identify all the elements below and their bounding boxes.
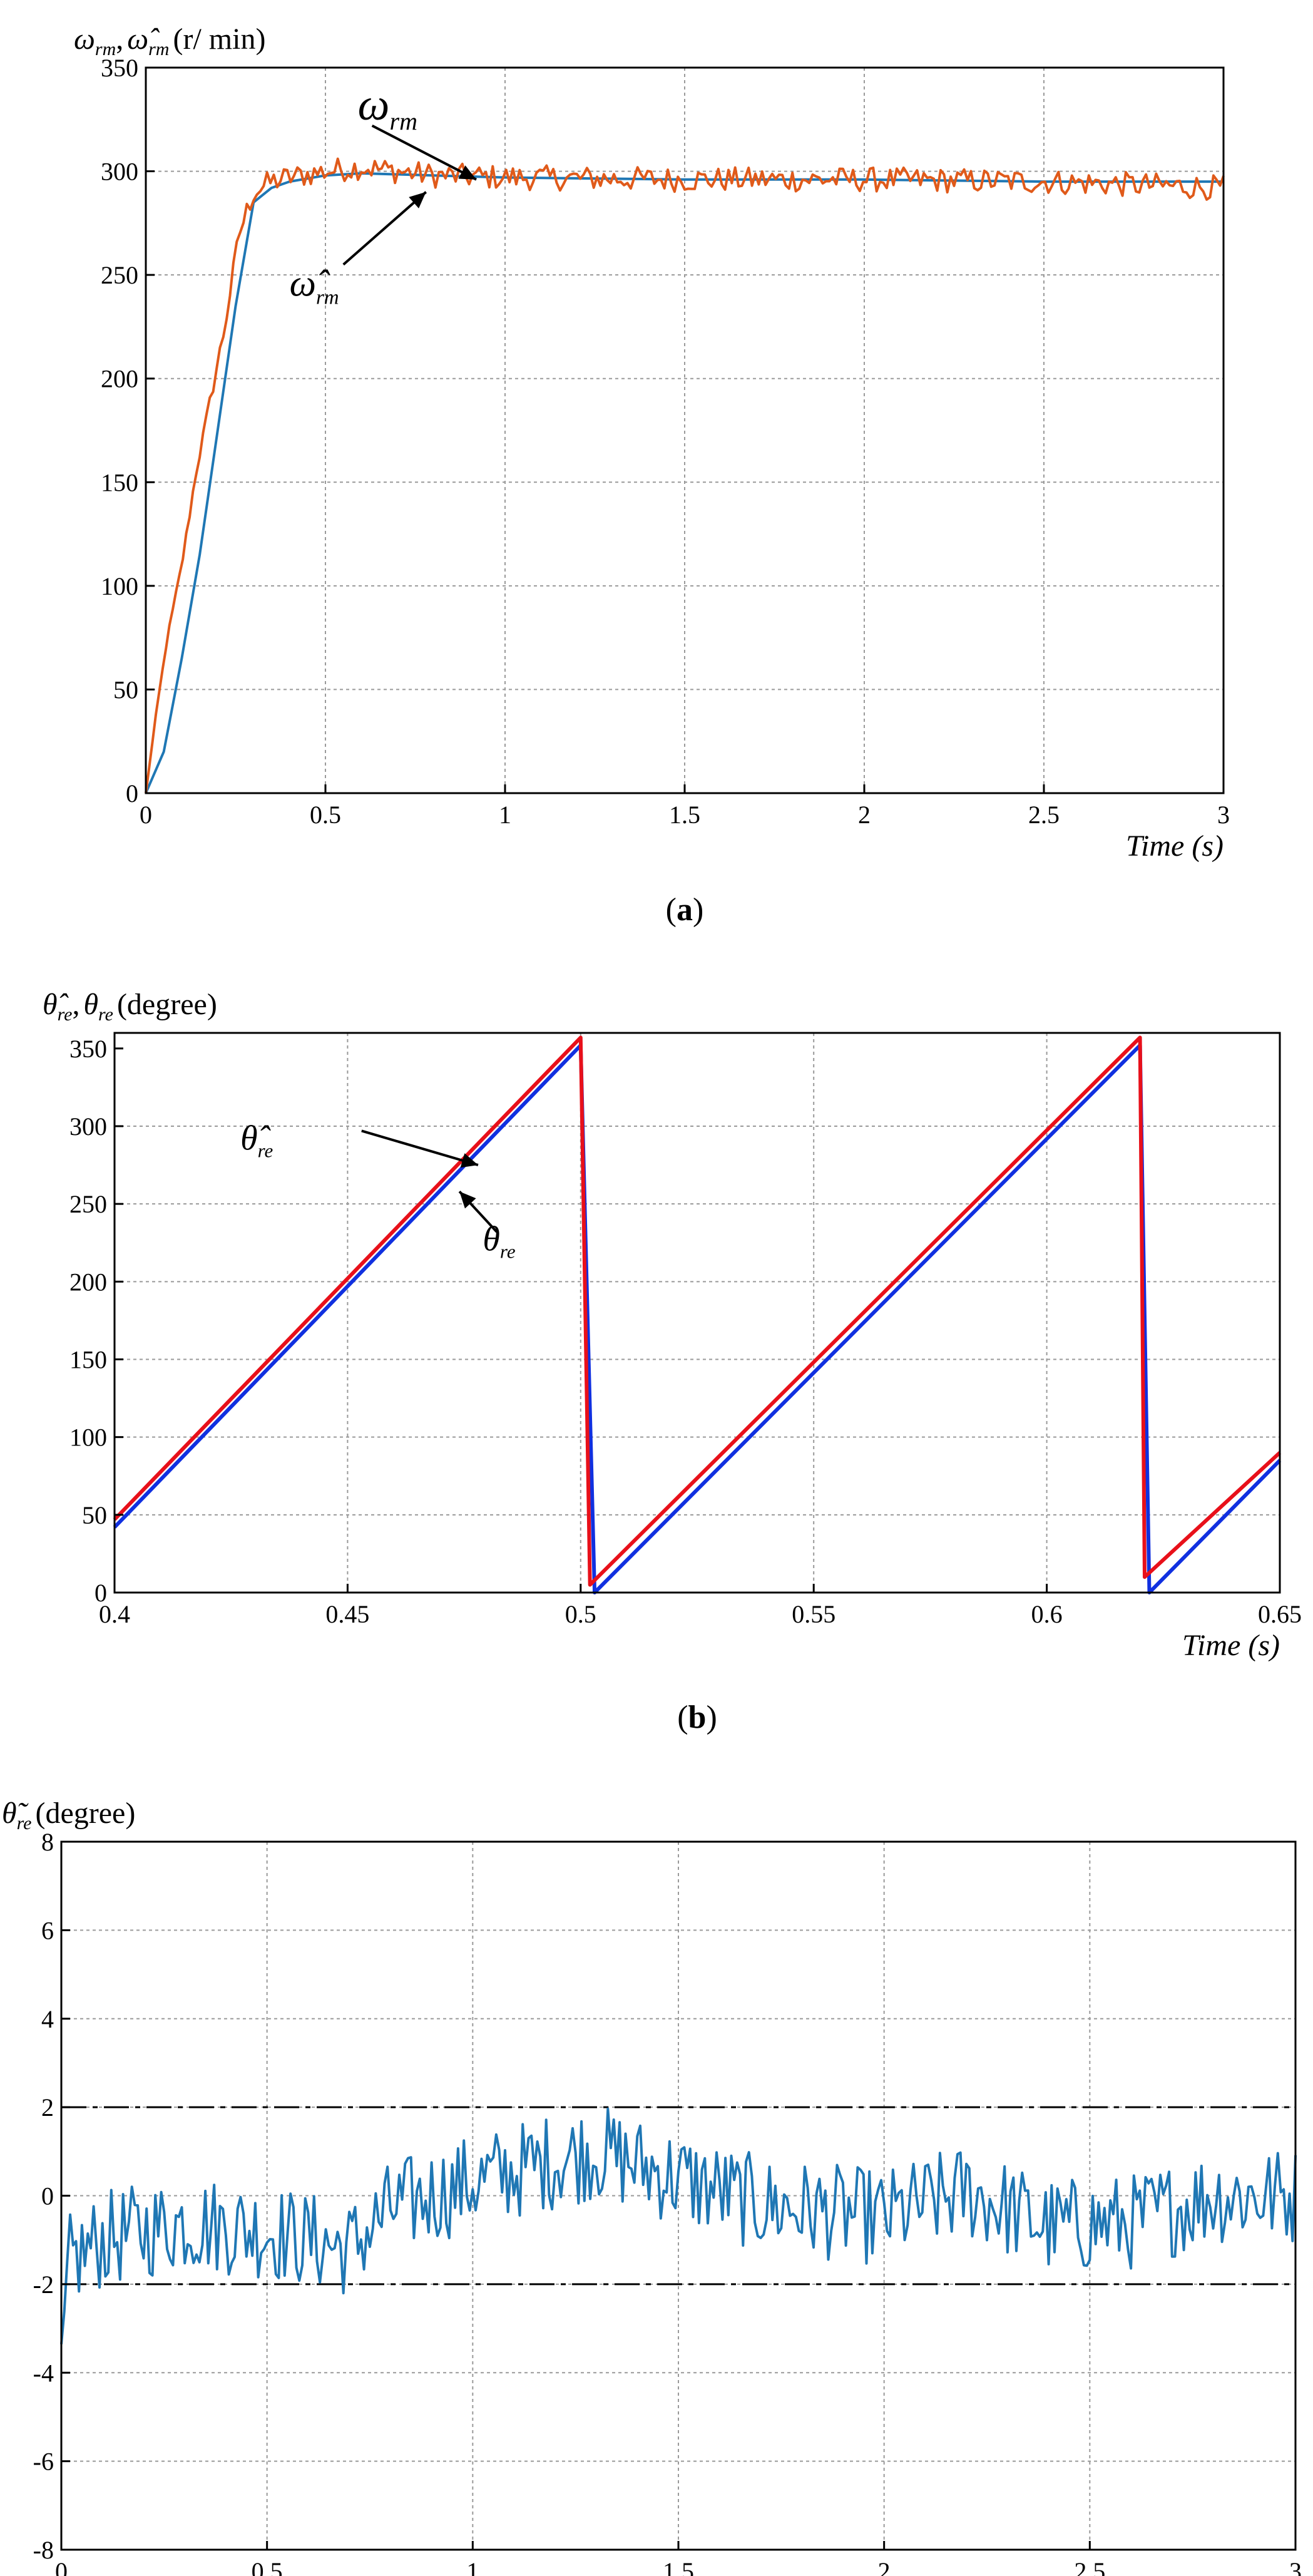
annotation-subscript: rm — [390, 107, 417, 135]
y-tick-label: 8 — [41, 1828, 54, 1856]
plot-frame — [113, 1032, 1281, 1594]
x-tick-label: 3 — [1217, 801, 1230, 829]
series-line-b-1 — [113, 1035, 1282, 1587]
y-tick-label: 0 — [95, 1579, 107, 1607]
annotation-label: θ̂re — [240, 1119, 273, 1161]
y-tick-label: 150 — [101, 468, 138, 496]
y-tick-label: 200 — [101, 365, 138, 393]
y-tick-label: 0 — [126, 779, 138, 808]
y-tick-label: -8 — [33, 2536, 54, 2564]
x-tick-label: 1 — [499, 801, 511, 829]
x-axis-label: Time (s) — [1182, 1629, 1280, 1662]
chart-panel-c: 00.511.522.53-8-6-4-202468θ̃re(degree)Ti… — [2, 1797, 1302, 2576]
ylabel-unit: (r/ min) — [173, 23, 265, 56]
ylabel-symbol: ω — [74, 23, 95, 56]
ylabel-separator: , — [72, 988, 79, 1021]
y-tick-label: 0 — [41, 2182, 54, 2210]
caption-letter: a — [677, 892, 693, 928]
x-tick-label: 1 — [466, 2557, 479, 2576]
x-tick-label: 0.5 — [310, 801, 341, 829]
x-tick-label: 0 — [140, 801, 152, 829]
ylabel-separator: , — [116, 23, 123, 56]
caption-paren: ( — [677, 1700, 688, 1735]
panel-caption: (b) — [677, 1700, 717, 1735]
y-tick-label: 350 — [69, 1035, 107, 1063]
y-tick-label: 300 — [69, 1112, 107, 1141]
y-tick-label: 300 — [101, 158, 138, 186]
ylabel-symbol: θ — [83, 988, 98, 1021]
x-tick-label: 2.5 — [1028, 801, 1060, 829]
y-tick-label: 100 — [69, 1424, 107, 1452]
annotation-label: ωrm — [358, 80, 417, 135]
x-tick-label: 3 — [1289, 2557, 1302, 2576]
ylabel-subscript: rm — [148, 39, 169, 59]
x-tick-label: 2 — [858, 801, 871, 829]
x-axis-label: Time (s) — [1126, 829, 1224, 863]
annotation-subscript: rm — [316, 286, 339, 309]
x-tick-label: 0.6 — [1031, 1600, 1063, 1628]
annotation-arrowhead — [458, 165, 477, 180]
y-tick-label: 250 — [101, 261, 138, 289]
y-tick-label: -6 — [33, 2448, 54, 2476]
annotation-arrowhead — [459, 1191, 476, 1209]
ylabel-unit: (degree) — [35, 1797, 135, 1830]
y-tick-label: -4 — [33, 2359, 54, 2387]
annotation-arrowhead — [409, 192, 426, 208]
panel-caption: (a) — [666, 892, 704, 928]
x-tick-label: 2 — [878, 2557, 891, 2576]
chart-panel-b: 0.4 0.45 0.5 0.55 0.6 0.65 0 50 100 150 200 250 300 3… — [43, 988, 1302, 1735]
ylabel-subscript: re — [17, 1813, 32, 1834]
series-line-b-0 — [113, 1043, 1282, 1594]
y-tick-label: 100 — [101, 572, 138, 600]
annotation-arrow — [371, 124, 477, 181]
annotation-symbol: ω — [358, 80, 390, 130]
x-tick-label: 0.55 — [792, 1600, 835, 1628]
y-tick-label: 50 — [82, 1501, 107, 1529]
series-line-a-1 — [145, 157, 1225, 794]
y-tick-label: 2 — [41, 2093, 54, 2122]
annotation-label: ω̂rm — [290, 262, 339, 309]
y-axis-label: ωrm, ω̂rm (r/ min) — [74, 23, 265, 59]
annotation-arrow — [361, 1129, 479, 1167]
caption-paren: ( — [666, 892, 677, 928]
y-tick-label: 250 — [69, 1190, 107, 1218]
x-tick-label: 0.5 — [565, 1600, 596, 1628]
x-tick-label: 1.5 — [669, 801, 700, 829]
x-tick-label: 2.5 — [1074, 2557, 1105, 2576]
y-axis-label: θ̂re, θre (degree) — [43, 988, 217, 1025]
ylabel-subscript: re — [58, 1004, 73, 1025]
caption-letter: b — [688, 1700, 707, 1735]
y-tick-label: -2 — [33, 2271, 54, 2299]
y-tick-label: 200 — [69, 1268, 107, 1296]
annotation-subscript: re — [500, 1241, 516, 1263]
x-tick-label: 1.5 — [663, 2557, 694, 2576]
y-tick-label: 350 — [101, 54, 138, 82]
y-axis-label: θ̃re (degree) — [2, 1797, 135, 1834]
series-line-c-0 — [60, 2107, 1297, 2344]
y-tick-label: 50 — [113, 675, 138, 704]
y-tick-label: 4 — [41, 2005, 54, 2033]
x-tick-label: 0.5 — [252, 2557, 283, 2576]
annotation-arrowhead — [460, 1153, 478, 1168]
x-tick-label: 0 — [55, 2557, 68, 2576]
caption-paren: ) — [693, 892, 703, 928]
x-tick-label: 0.4 — [99, 1600, 130, 1628]
annotation-subscript: re — [258, 1139, 273, 1161]
x-tick-label: 0.45 — [325, 1600, 369, 1628]
y-tick-label: 150 — [69, 1346, 107, 1374]
ylabel-subscript: re — [98, 1004, 113, 1025]
ylabel-unit: (degree) — [117, 988, 217, 1021]
caption-paren: ) — [706, 1700, 717, 1735]
ylabel-subscript: rm — [95, 39, 116, 59]
annotation-label: θre — [483, 1220, 515, 1263]
y-tick-label: 6 — [41, 1916, 54, 1944]
annotation-arrow — [342, 191, 427, 266]
x-tick-label: 0.65 — [1258, 1600, 1302, 1628]
